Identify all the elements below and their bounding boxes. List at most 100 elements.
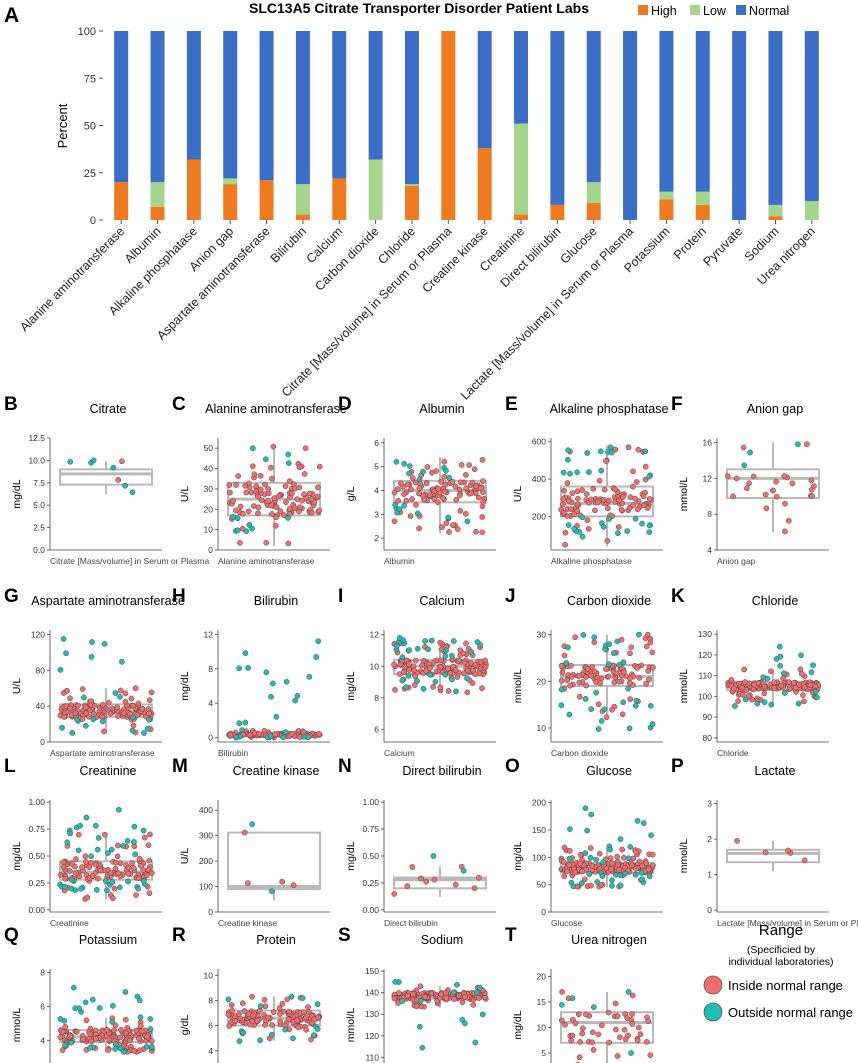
point-inside-range <box>409 496 415 502</box>
point-inside-range <box>146 697 153 703</box>
point-inside-range <box>452 667 459 674</box>
point-outside-range <box>267 733 274 740</box>
panel-ytick-label: 10.0 <box>28 455 45 465</box>
point-outside-range <box>69 877 75 883</box>
point-inside-range <box>614 853 620 860</box>
point-inside-range <box>299 497 305 504</box>
point-inside-range <box>417 983 424 990</box>
panel-ytick-label: 2.5 <box>33 523 45 533</box>
point-inside-range <box>643 680 649 687</box>
point-outside-range <box>82 722 89 729</box>
point-inside-range <box>782 528 788 535</box>
point-inside-range <box>629 862 635 869</box>
point-inside-range <box>577 860 584 867</box>
panel-xlabel: Glucose <box>551 918 582 928</box>
point-outside-range <box>646 873 653 880</box>
point-inside-range <box>302 445 309 452</box>
point-outside-range <box>143 1043 150 1050</box>
point-inside-range <box>730 493 736 500</box>
point-inside-range <box>741 666 748 673</box>
point-inside-range <box>401 669 408 676</box>
point-outside-range <box>129 489 136 496</box>
panel-xlabel: Lactate [Mass/volume] in Serum or Plasma <box>717 918 858 928</box>
point-outside-range <box>236 720 243 727</box>
point-outside-range <box>428 637 435 644</box>
point-inside-range <box>470 1001 477 1008</box>
point-outside-range <box>443 467 449 474</box>
point-inside-range <box>281 512 287 518</box>
panel-ytick-label: 12 <box>204 629 214 639</box>
point-outside-range <box>810 662 816 669</box>
point-outside-range <box>403 684 410 691</box>
point-inside-range <box>596 477 603 484</box>
panel-ytick-label: 100 <box>698 691 712 701</box>
point-inside-range <box>572 1020 579 1027</box>
point-inside-range <box>585 526 592 532</box>
panel-ytick-label: 6 <box>40 1001 45 1011</box>
point-inside-range <box>306 490 313 497</box>
point-inside-range <box>558 663 565 669</box>
point-inside-range <box>392 687 398 693</box>
point-inside-range <box>451 996 457 1002</box>
point-outside-range <box>234 527 241 534</box>
point-inside-range <box>104 1026 111 1033</box>
point-inside-range <box>239 1000 246 1007</box>
point-outside-range <box>285 460 292 466</box>
point-inside-range <box>256 1007 263 1014</box>
point-inside-range <box>641 502 647 509</box>
point-outside-range <box>422 638 428 644</box>
panel-letter: M <box>172 756 188 777</box>
point-outside-range <box>627 844 634 850</box>
point-inside-range <box>233 482 239 488</box>
panel-ytick-label: 120 <box>698 650 712 660</box>
point-inside-range <box>605 673 612 680</box>
panel-title: Bilirubin <box>254 594 299 608</box>
point-inside-range <box>801 857 808 864</box>
point-inside-range <box>59 1028 66 1035</box>
point-inside-range <box>614 1013 621 1019</box>
point-inside-range <box>564 480 571 486</box>
point-outside-range <box>282 729 289 735</box>
point-inside-range <box>600 496 607 503</box>
point-inside-range <box>122 1030 129 1036</box>
point-inside-range <box>458 461 465 468</box>
point-inside-range <box>115 870 122 877</box>
point-outside-range <box>406 647 412 653</box>
point-outside-range <box>454 981 460 988</box>
point-inside-range <box>630 502 637 509</box>
point-outside-range <box>242 719 249 726</box>
point-outside-range <box>249 445 256 452</box>
panel-ytick-label: 300 <box>199 831 213 841</box>
point-outside-range <box>394 642 400 649</box>
point-outside-range <box>566 711 573 718</box>
point-inside-range <box>601 486 608 493</box>
bar-normal-calcium <box>332 31 347 179</box>
panel-letter: F <box>671 394 683 415</box>
point-inside-range <box>144 1033 150 1040</box>
range-legend-subtitle-2: individual laboratories) <box>728 956 833 968</box>
point-outside-range <box>399 677 406 684</box>
point-outside-range <box>285 451 292 458</box>
point-inside-range <box>249 463 256 470</box>
point-inside-range <box>75 702 81 709</box>
bar-low-protein <box>695 191 710 205</box>
panel-ytick-label: 0 <box>208 545 213 555</box>
point-inside-range <box>269 475 275 482</box>
bar-normal-urea-nitrogen <box>804 31 819 202</box>
point-outside-range <box>268 693 274 700</box>
panel-b-citrate: B Citrate mg/dL Citrate [Mass/volume] in Se… <box>4 394 209 566</box>
point-inside-range <box>464 689 471 696</box>
panel-f-anion-gap: F Anion gap mmol/L Anion gap 4 8 12 16 <box>671 394 829 566</box>
point-inside-range <box>577 851 584 858</box>
point-inside-range <box>611 679 618 686</box>
point-outside-range <box>625 989 632 995</box>
panel-ytick-label: 0.50 <box>28 851 45 861</box>
point-inside-range <box>575 495 581 502</box>
point-outside-range <box>306 673 313 680</box>
bar-low-creatinine <box>514 123 529 215</box>
bar-high-citrate-mass-volume-in-serum-or-plasma <box>441 31 456 220</box>
point-outside-range <box>606 641 613 648</box>
point-outside-range <box>414 510 421 517</box>
point-outside-range <box>148 1043 155 1050</box>
panel-ytick-label: 10 <box>537 723 547 733</box>
